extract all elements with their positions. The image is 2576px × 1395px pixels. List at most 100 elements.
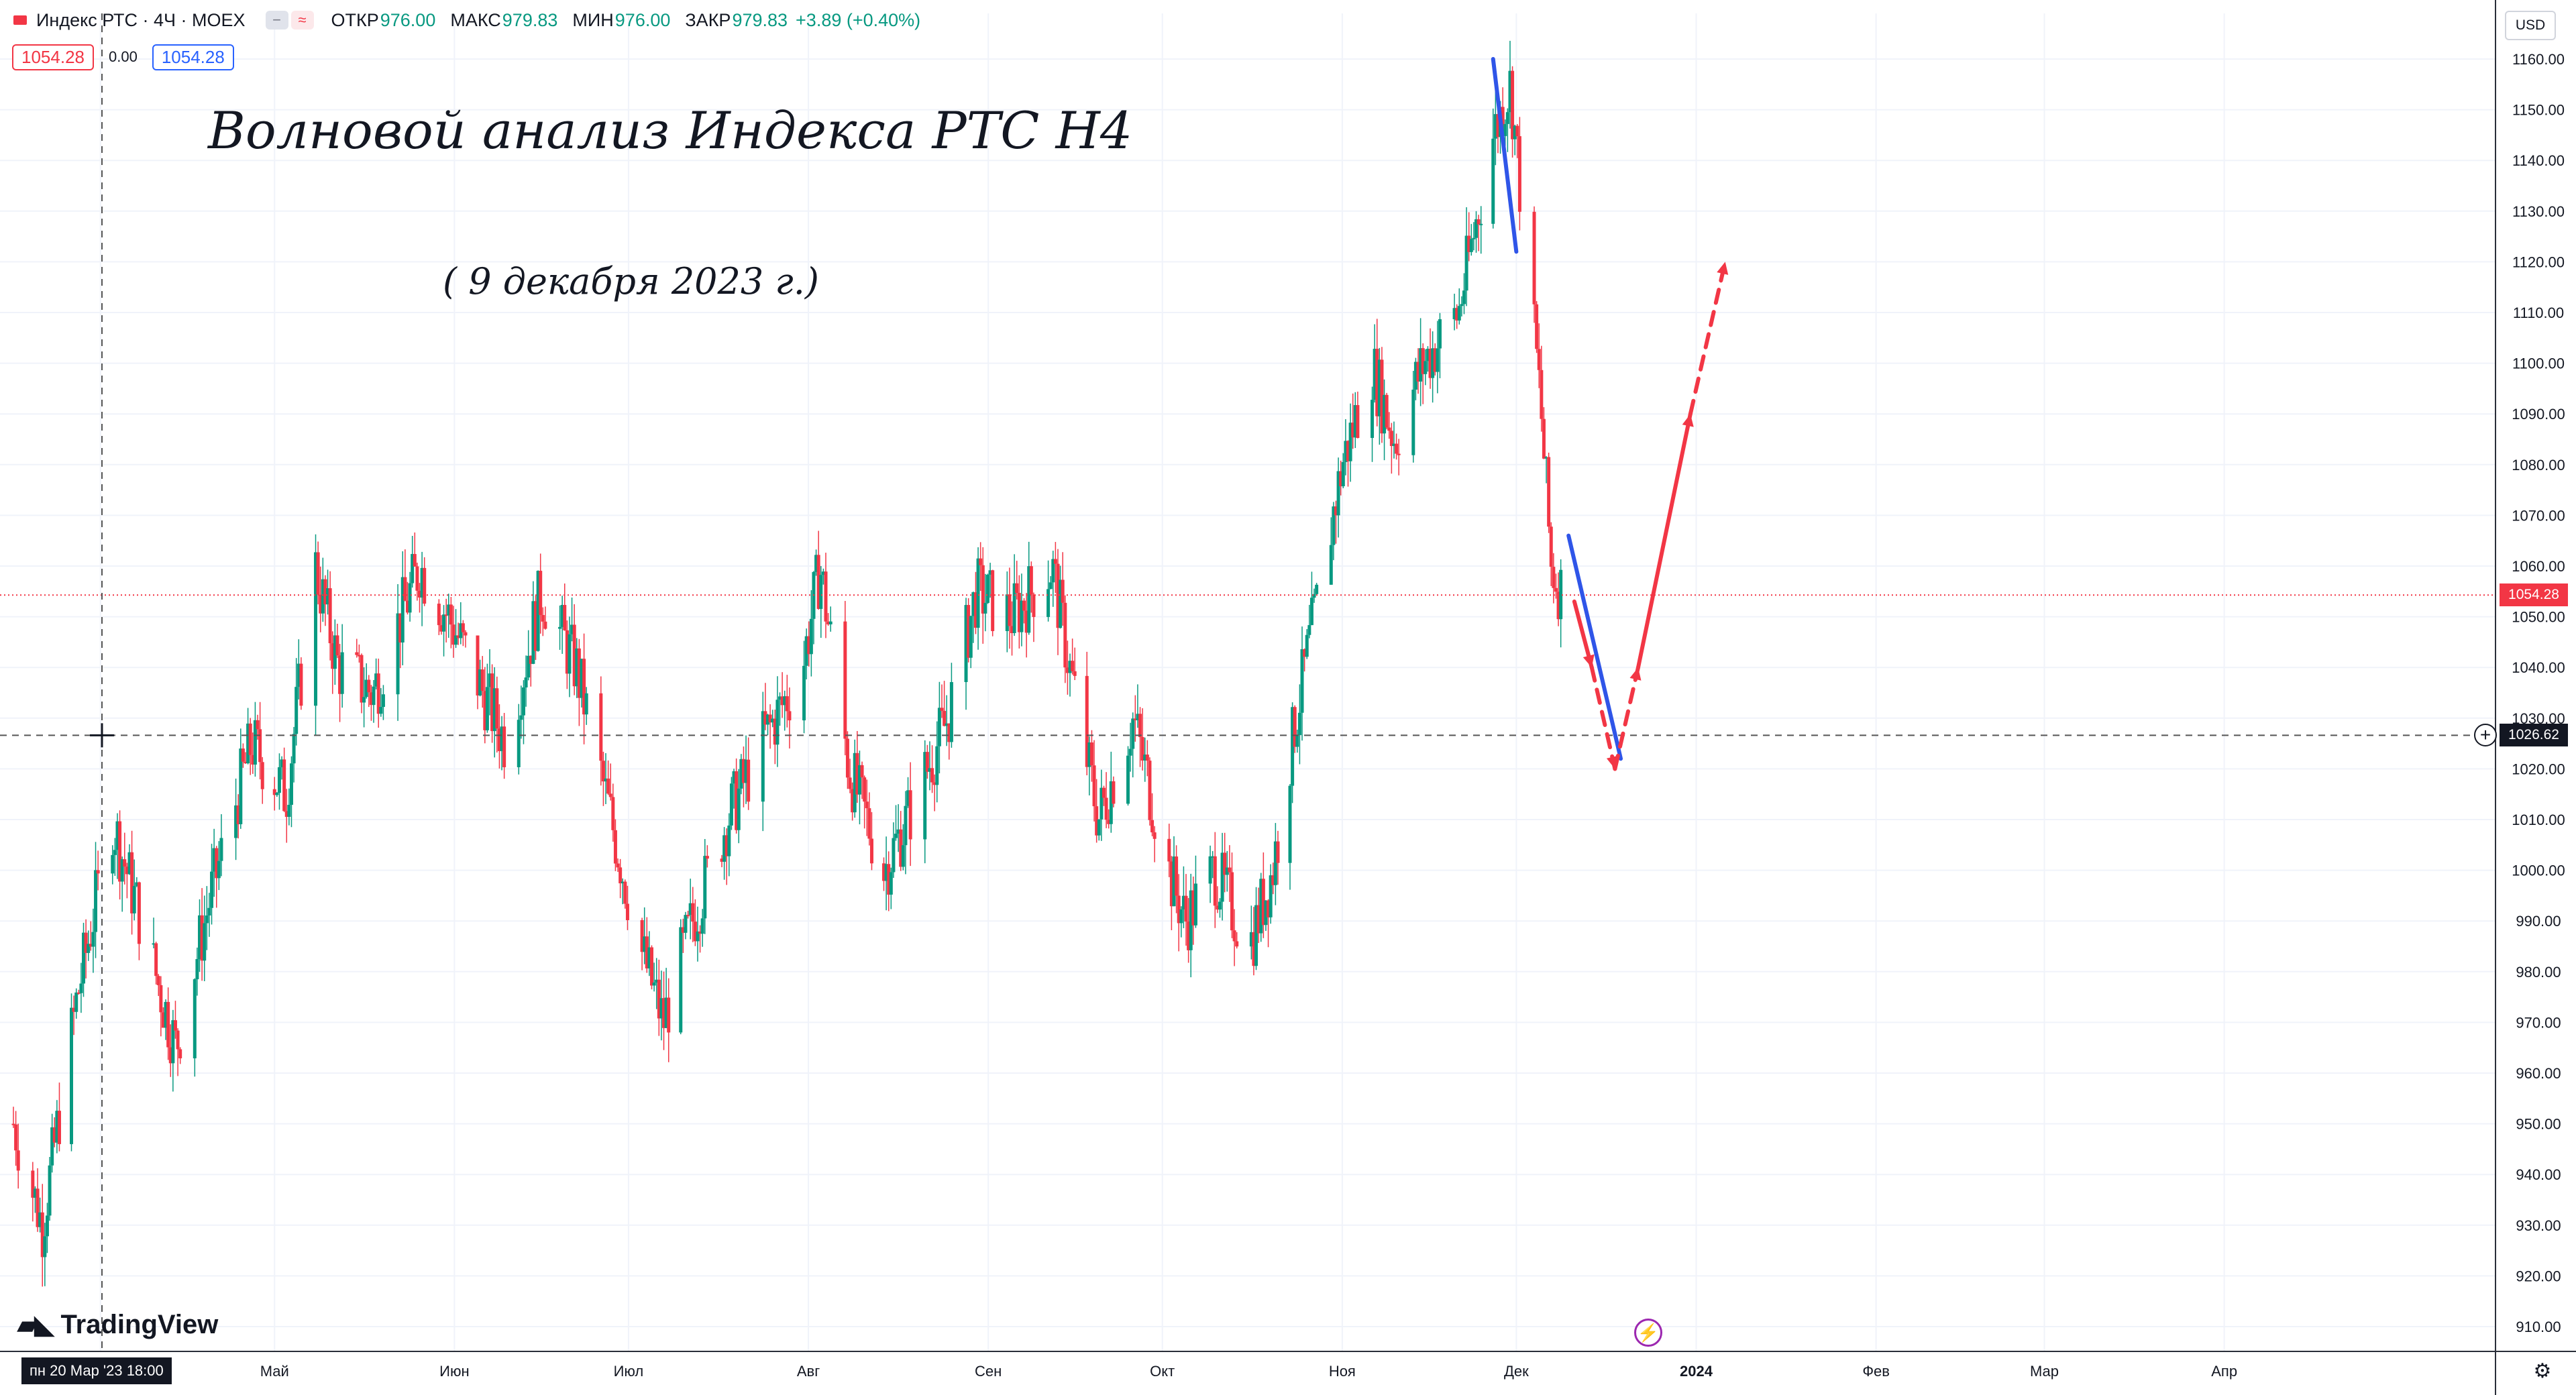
candle-body — [804, 636, 808, 666]
candle-body — [1218, 901, 1222, 910]
candle-body — [500, 726, 504, 751]
candle-body — [89, 944, 93, 947]
high-label: МАКС — [450, 9, 501, 30]
candle-body — [894, 834, 898, 838]
candle-body — [816, 555, 820, 609]
candle-body — [31, 1170, 35, 1198]
candle-body — [722, 835, 727, 862]
candle-body — [219, 838, 223, 861]
candle-body — [577, 648, 581, 698]
candle-body — [355, 652, 359, 655]
wave-annotations[interactable] — [1491, 57, 1729, 771]
candle-body — [456, 635, 460, 638]
price-tick-label: 1110.00 — [2513, 304, 2564, 321]
candle-body — [768, 714, 772, 723]
candle-body — [1334, 506, 1338, 516]
tradingview-logo[interactable]: ▰◣ TradingView — [17, 1308, 218, 1341]
candle-body — [258, 729, 262, 763]
candle-body — [1261, 879, 1265, 926]
candle-body — [171, 1020, 175, 1064]
candle-body — [357, 655, 361, 657]
candle-body — [1191, 890, 1195, 926]
candle-body — [1015, 583, 1019, 594]
crosshair-plus-icon[interactable]: + — [2474, 724, 2497, 747]
candle-body — [979, 558, 983, 565]
gear-icon[interactable]: ⚙ — [2533, 1359, 2552, 1382]
blue-wave-line — [1491, 57, 1519, 254]
candle-body — [1309, 598, 1313, 626]
candle-body — [1426, 349, 1430, 361]
candle-body — [14, 1124, 18, 1151]
candle-body — [1392, 443, 1396, 447]
candle-body — [321, 579, 325, 614]
candle-body — [1056, 563, 1060, 628]
candle-body — [1305, 634, 1309, 657]
candle-body — [691, 903, 695, 922]
projection-segment — [1589, 665, 1617, 771]
candles — [11, 40, 1563, 1287]
candle-body — [1477, 219, 1481, 225]
candle-body — [374, 673, 378, 687]
candle-body — [1457, 306, 1461, 321]
candle-body — [1208, 856, 1212, 884]
price-tick-label: 1120.00 — [2512, 254, 2565, 270]
candle-body — [771, 718, 775, 723]
candle-body — [362, 697, 366, 703]
approx-icon[interactable]: ≈ — [290, 11, 314, 30]
candle-body — [869, 838, 873, 864]
candle-body — [828, 621, 833, 624]
candle-body — [1356, 404, 1360, 438]
candle-body — [40, 1212, 44, 1258]
candle-body — [681, 927, 685, 933]
candle-body — [1433, 348, 1437, 372]
change-value: +3.89 (+0.40%) — [796, 9, 921, 30]
time-tick-label: Дек — [1504, 1363, 1529, 1380]
candle-body — [1300, 649, 1304, 713]
tradingview-logo-icon: ▰◣ — [17, 1310, 54, 1339]
candle-body — [1460, 304, 1464, 306]
candle-body — [280, 759, 284, 767]
candle-body — [198, 915, 202, 959]
candle-body — [284, 811, 288, 817]
candle-body — [166, 1001, 170, 1048]
price-tick-label: 970.00 — [2516, 1014, 2561, 1031]
candle-body — [739, 759, 743, 789]
candle-body — [647, 947, 651, 968]
candle-body — [478, 669, 482, 695]
candle-body — [396, 613, 400, 695]
currency-button[interactable]: USD — [2505, 11, 2556, 40]
candle-body — [766, 714, 769, 725]
candle-body — [488, 673, 492, 687]
low-value: 976.00 — [614, 9, 671, 30]
candle-body — [1027, 566, 1031, 633]
candle-body — [297, 663, 301, 687]
candle-body — [248, 723, 252, 755]
candle-body — [741, 759, 745, 783]
candle-body — [524, 677, 528, 688]
price-tick-label: 1100.00 — [2512, 355, 2565, 372]
candle-body — [16, 1150, 20, 1171]
symbol-name[interactable]: Индекс РТС · 4Ч · MOEX — [36, 9, 246, 30]
high-value: 979.83 — [502, 9, 558, 30]
candle-body — [1252, 932, 1256, 966]
candle-body — [1556, 592, 1560, 620]
buy-button[interactable]: 1054.28 — [152, 44, 234, 70]
minus-icon[interactable]: − — [265, 11, 288, 30]
candle-body — [1029, 566, 1033, 595]
candle-body — [1010, 626, 1014, 633]
candle-body — [326, 588, 330, 605]
candle-body — [1024, 610, 1028, 633]
candle-body — [127, 852, 131, 875]
candle-body — [1053, 559, 1057, 564]
candle-body — [152, 943, 156, 945]
candle-body — [96, 870, 100, 874]
candle-body — [495, 688, 499, 729]
lightning-bolt-icon[interactable]: ⚡ — [1634, 1319, 1662, 1347]
candle-body — [1416, 361, 1420, 382]
sell-button[interactable]: 1054.28 — [12, 44, 94, 70]
candle-body — [1332, 506, 1336, 545]
candle-body — [1472, 237, 1476, 239]
candle-body — [696, 931, 700, 942]
candle-body — [253, 720, 257, 765]
